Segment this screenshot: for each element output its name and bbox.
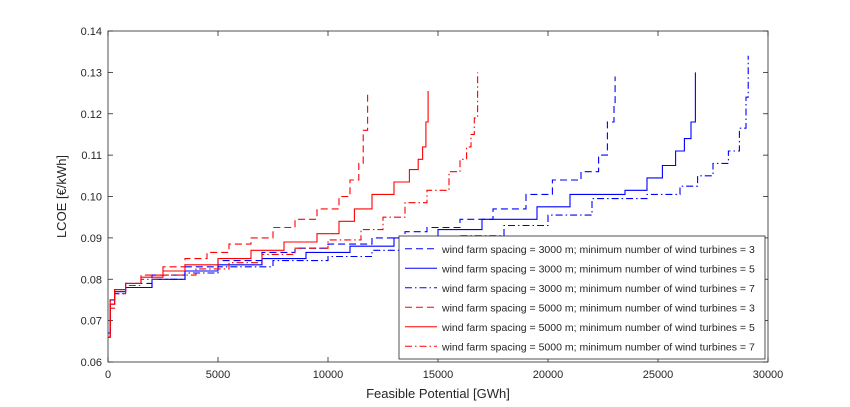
x-tick-label: 20000 [533,369,564,381]
series-line-6 [108,72,479,338]
y-tick-label: 0.10 [81,192,102,204]
x-tick-label: 10000 [313,369,344,381]
legend: wind farm spacing = 3000 m; minimum numb… [398,235,766,360]
y-tick-label: 0.11 [81,150,102,162]
x-tick-label: 5000 [206,369,230,381]
series-line-5 [108,91,429,338]
series-line-4 [108,91,369,338]
legend-label: wind farm spacing = 3000 m; minimum numb… [441,244,755,256]
y-tick-label: 0.12 [81,109,102,121]
y-tick-label: 0.13 [81,67,102,79]
y-tick-label: 0.07 [81,316,102,328]
x-tick-label: 0 [105,369,111,381]
legend-label: wind farm spacing = 5000 m; minimum numb… [441,341,755,353]
series-line-3 [108,55,749,334]
y-tick-label: 0.09 [81,233,102,245]
x-axis-ticks: 0 5000 10000 15000 20000 25000 30000 [105,31,783,381]
legend-label: wind farm spacing = 5000 m; minimum numb… [441,302,755,314]
x-tick-label: 25000 [643,369,674,381]
x-tick-label: 15000 [423,369,454,381]
legend-box [398,235,766,360]
legend-label: wind farm spacing = 3000 m; minimum numb… [441,283,755,295]
y-tick-label: 0.08 [81,274,102,286]
y-tick-label: 0.14 [81,26,102,38]
y-axis-label: LCOE [€/kWh] [54,155,69,238]
x-tick-label: 30000 [753,369,784,381]
y-axis-ticks: 0.06 0.07 0.08 0.09 0.10 0.11 0.12 0.13 0.14 [81,26,768,369]
legend-label: wind farm spacing = 5000 m; minimum numb… [441,322,755,334]
legend-label: wind farm spacing = 3000 m; minimum numb… [441,263,755,275]
y-tick-label: 0.06 [81,357,102,369]
x-axis-label: Feasible Potential [GWh] [366,386,510,401]
